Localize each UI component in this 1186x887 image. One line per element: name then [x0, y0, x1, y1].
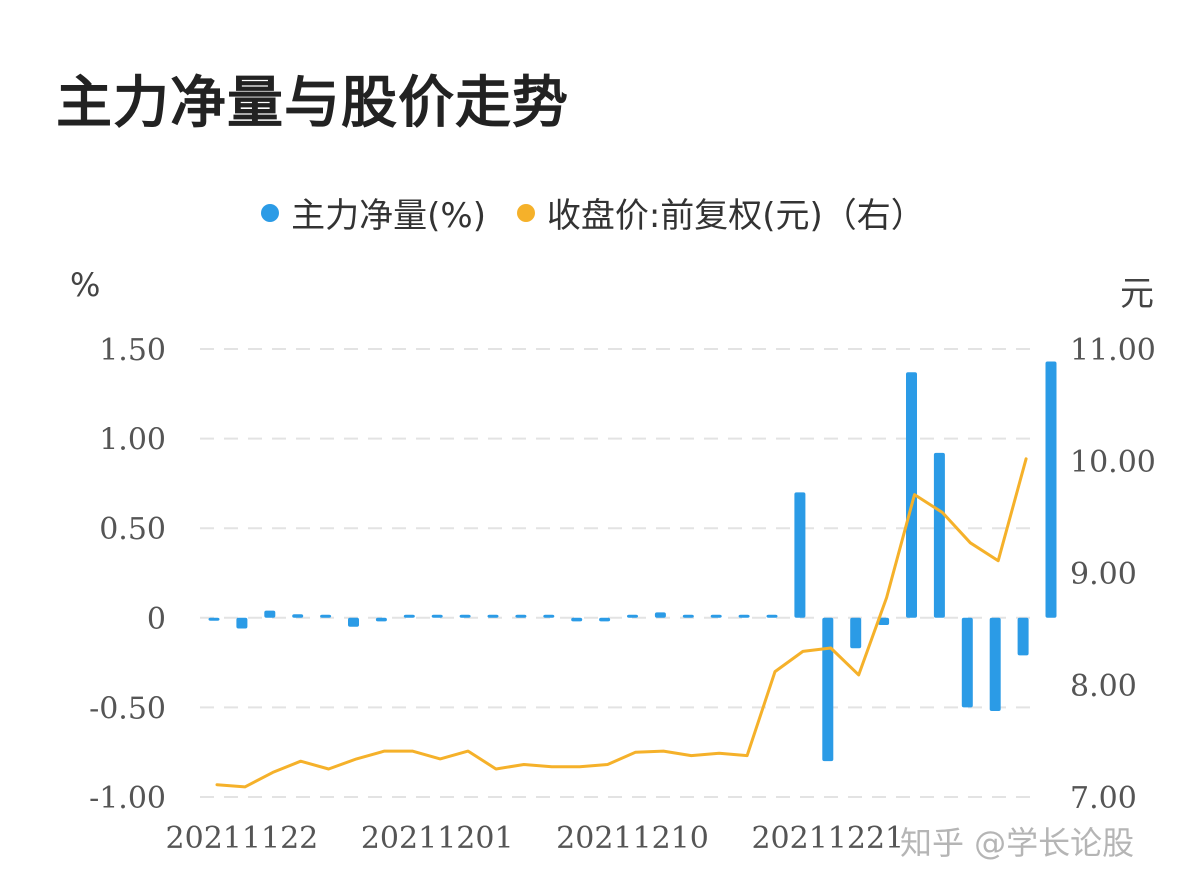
bar [961, 617, 973, 708]
bar [487, 614, 499, 618]
left-tick-label: 1.00 [99, 423, 166, 458]
right-tick-label: 7.00 [1070, 781, 1137, 816]
bar [1017, 617, 1029, 656]
x-tick-label: 20211122 [166, 821, 319, 856]
left-tick-label: 0 [147, 602, 166, 637]
bar [654, 612, 666, 618]
grid-lines [200, 348, 1030, 798]
chart-title: 主力净量与股价走势 [56, 71, 569, 136]
legend-label-line: 收盘价:前复权(元)（右） [546, 196, 925, 236]
watermark: 知乎 @学长论股 [900, 824, 1135, 862]
bar [459, 614, 471, 618]
legend-item-bar[interactable]: 主力净量(%) [261, 188, 486, 237]
right-tick-label: 9.00 [1070, 557, 1137, 592]
bar [1045, 361, 1057, 618]
bar [431, 614, 443, 618]
left-tick-label: 0.50 [99, 512, 166, 547]
bar [933, 452, 945, 618]
bar [738, 614, 750, 618]
bar [710, 614, 722, 618]
bar [906, 372, 917, 618]
bar [236, 617, 248, 629]
left-axis-ticks: 1.50 1.00 0.50 0 -0.50 -1.00 [89, 333, 166, 816]
price-line [215, 457, 1028, 789]
bar [822, 617, 834, 762]
x-axis-ticks: 20211122 20211201 20211210 20211221 [166, 821, 905, 856]
bar [989, 617, 1001, 711]
bar [208, 617, 220, 621]
right-tick-label: 8.00 [1070, 669, 1137, 704]
bar [794, 492, 806, 618]
x-tick-label: 20211201 [361, 821, 514, 856]
bar [264, 610, 276, 618]
bar [515, 614, 527, 618]
bar-series [208, 361, 1057, 762]
legend-label-bar: 主力净量(%) [291, 196, 487, 236]
left-tick-label: -0.50 [89, 691, 166, 726]
right-axis-ticks: 11.00 10.00 9.00 8.00 7.00 [1070, 333, 1156, 816]
left-tick-label: 1.50 [99, 333, 166, 368]
left-tick-label: -1.00 [89, 781, 166, 816]
bar [292, 614, 304, 618]
bar [543, 614, 555, 618]
x-tick-label: 20211221 [751, 821, 904, 856]
line-series [215, 457, 1028, 789]
x-tick-label: 20211210 [556, 821, 709, 856]
legend-dot-bar [261, 203, 280, 222]
bar [403, 614, 415, 618]
legend: 主力净量(%) 收盘价:前复权(元)（右） [0, 188, 1186, 237]
bar [320, 614, 332, 618]
right-tick-label: 10.00 [1070, 445, 1156, 480]
bar [850, 617, 862, 649]
legend-dot-line [516, 203, 535, 222]
bar [599, 617, 611, 622]
right-tick-label: 11.00 [1070, 333, 1156, 368]
bar [627, 614, 638, 618]
bar [571, 617, 583, 622]
right-axis-unit: 元 [1120, 274, 1154, 314]
bar [878, 617, 890, 625]
bar [766, 614, 778, 618]
bar [682, 614, 694, 618]
bar [375, 617, 387, 622]
left-axis-unit: % [70, 266, 101, 304]
bar [348, 617, 359, 627]
legend-item-line[interactable]: 收盘价:前复权(元)（右） [516, 188, 925, 237]
